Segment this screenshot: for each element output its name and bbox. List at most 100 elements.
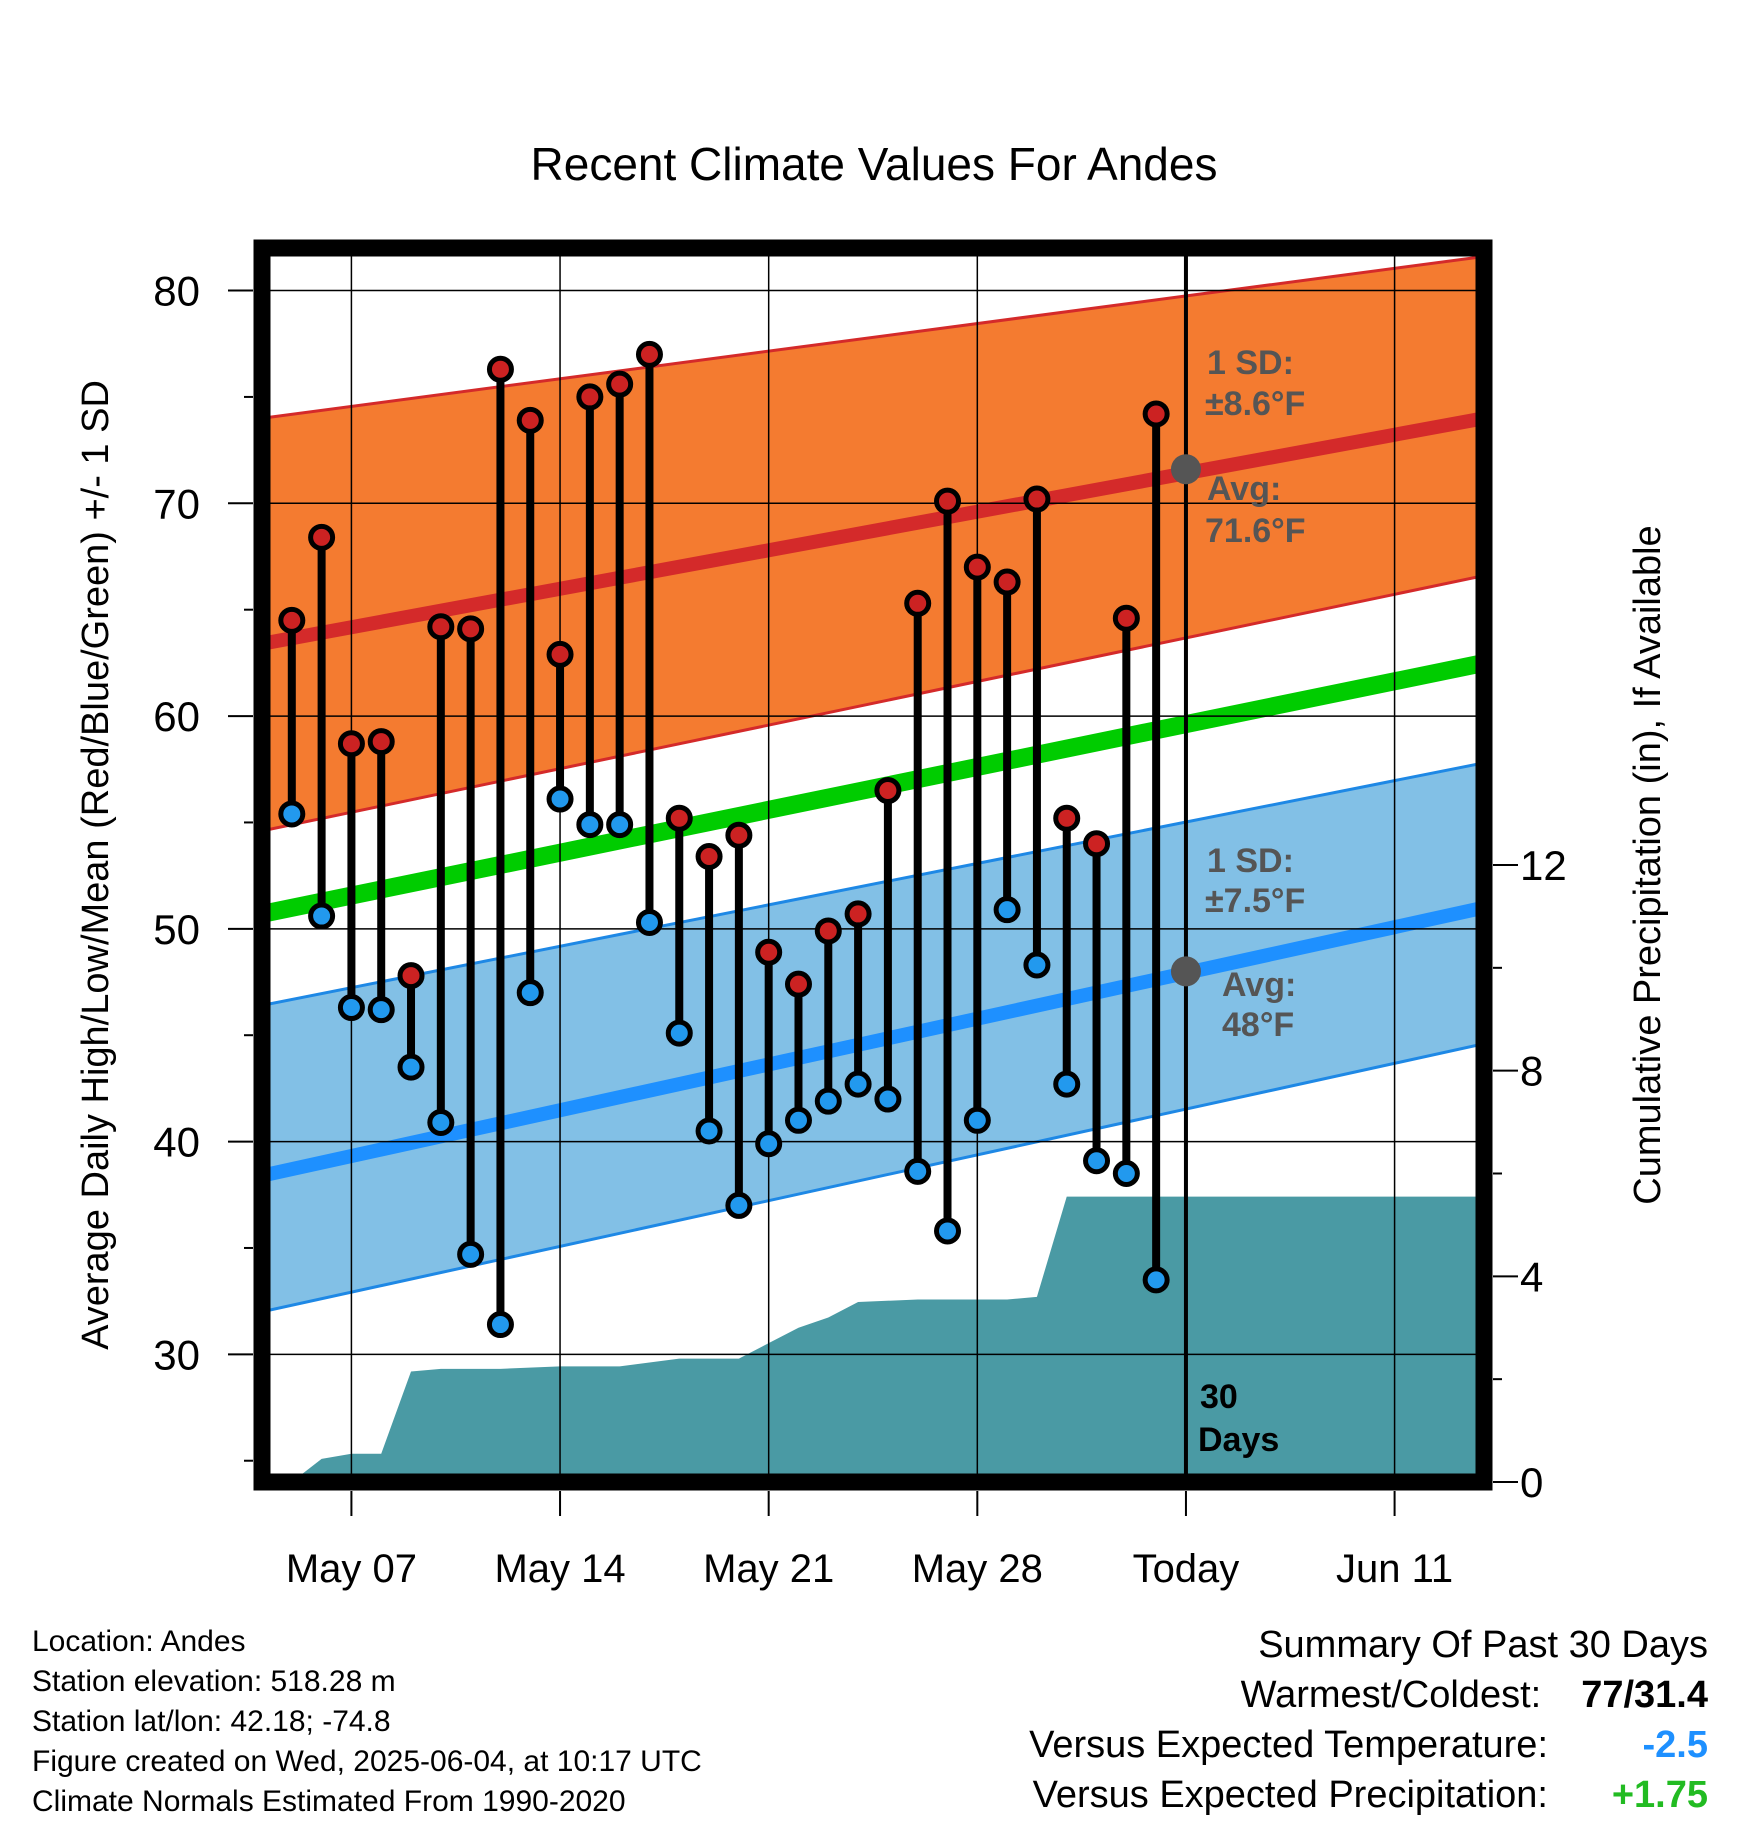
low-point [874,1085,902,1113]
high-point [278,606,306,634]
high-point [784,970,812,998]
low-point [486,1311,514,1339]
high-point [755,938,783,966]
y-tick-label: 70 [153,480,200,527]
low-point [814,1087,842,1115]
low-point [993,896,1021,924]
plot-area [262,248,1484,1482]
high-point [576,383,604,411]
low-point [546,785,574,813]
high-point [397,962,425,990]
low-sd-label: 1 SD: [1207,842,1294,880]
low-point [904,1157,932,1185]
y2-axis-label: Cumulative Precipitation (in), If Availa… [1627,525,1669,1204]
normals-text: Climate Normals Estimated From 1990-2020 [32,1785,626,1818]
latlon-text: Station lat/lon: 42.18; -74.8 [32,1705,391,1738]
high-point [993,568,1021,596]
low-point [1112,1160,1140,1187]
low-point [576,811,604,839]
high-point [635,340,663,368]
high-point [606,370,634,398]
x-tick-label: May 21 [703,1547,834,1591]
high-point [457,615,485,643]
temp-label: Versus Expected Temperature: [1029,1724,1548,1766]
warmest-label: Warmest/Coldest: [1240,1674,1542,1716]
location-text: Location: Andes [32,1625,246,1658]
low-point [963,1106,991,1134]
high-point [1112,604,1140,632]
low-sd-value: ±7.5°F [1205,882,1305,920]
high-sd-band-lower-edge [262,574,1484,833]
low-point [1142,1266,1170,1294]
high-point [874,777,902,805]
high-point [1053,804,1081,832]
low-point [635,908,663,936]
summary-precip-row: Versus Expected Precipitation: +1.75 [1029,1770,1708,1820]
x-tick-label: Jun 11 [1336,1547,1453,1591]
high-point [725,821,753,849]
high-point [1083,830,1111,858]
low-avg-label: Avg: [1222,966,1296,1004]
normal-high-line [262,411,1484,651]
high-point [695,842,723,870]
days-count-label: 30 [1200,1378,1238,1416]
low-point [695,1117,723,1145]
y2-tick-label: 8 [1520,1048,1543,1095]
x-tick-label: May 28 [912,1547,1043,1591]
days-word-label: Days [1198,1421,1279,1459]
precip-label: Versus Expected Precipitation: [1032,1774,1548,1816]
plot-frame [253,239,1493,1491]
low-point [784,1106,812,1134]
y2-tick-label: 0 [1520,1459,1543,1506]
summary-panel: Summary Of Past 30 Days Warmest/Coldest:… [1029,1620,1708,1820]
y2-tick-label: 4 [1520,1253,1543,1300]
high-point [963,553,991,581]
created-text: Figure created on Wed, 2025-06-04, at 10… [32,1745,702,1778]
chart-title: Recent Climate Values For Andes [531,138,1218,190]
y-tick-label: 30 [153,1331,200,1378]
low-point [516,979,544,1007]
precip-value: +1.75 [1611,1774,1708,1816]
low-point [1023,951,1051,979]
high-avg-value: 71.6°F [1205,512,1306,550]
low-point [427,1108,455,1136]
y-tick-label: 40 [153,1119,200,1166]
normal-mean-line [262,654,1484,923]
summary-title: Summary Of Past 30 Days [1258,1624,1708,1666]
low-point [934,1217,962,1245]
high-point [844,900,872,928]
y-axis-label: Average Daily High/Low/Mean (Red/Blue/Gr… [75,380,117,1350]
high-point [308,523,336,551]
low-point [337,994,365,1022]
high-avg-label: Avg: [1207,470,1281,508]
low-avg-value: 48°F [1222,1006,1294,1044]
low-point [457,1240,485,1268]
low-point [367,996,395,1024]
station-metadata: Location: Andes Station elevation: 518.2… [32,1622,702,1822]
high-point [1142,400,1170,428]
high-point [486,355,514,383]
high-point [337,730,365,758]
high-point [427,613,455,641]
y-tick-label: 60 [153,693,200,740]
low-sd-band-lower-edge [262,1042,1484,1314]
x-tick-label: Today [1133,1547,1240,1591]
normal-low-today-marker [1170,956,1201,987]
elevation-text: Station elevation: 518.28 m [32,1665,396,1698]
high-point [934,487,962,515]
summary-warmest-row: Warmest/Coldest: 77/31.4 [1029,1670,1708,1720]
x-tick-label: May 14 [494,1547,625,1591]
high-sd-band-upper-edge [262,255,1484,420]
low-point [1053,1070,1081,1098]
high-point [1023,485,1051,513]
y2-tick-label: 12 [1520,842,1567,889]
summary-temp-row: Versus Expected Temperature: -2.5 [1029,1720,1708,1770]
low-point [755,1130,783,1158]
low-point [397,1053,425,1081]
x-tick-label: May 07 [286,1547,417,1591]
high-sd-label: 1 SD: [1207,344,1294,382]
normal-low-line [262,900,1484,1183]
low-point [308,902,336,930]
low-point [278,800,306,828]
